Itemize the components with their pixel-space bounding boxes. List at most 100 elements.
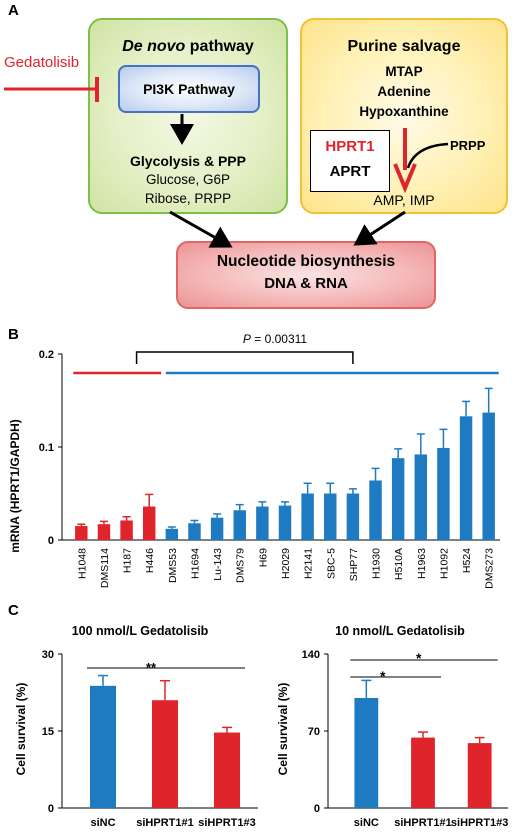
amp-imp-label: AMP, IMP — [373, 192, 435, 208]
panel-b-bar — [459, 416, 473, 540]
denovo-pathway-box — [88, 18, 288, 214]
salvage-item-mtap: MTAP — [385, 64, 423, 79]
panel-b-bar — [324, 493, 337, 540]
panel-c-label: C — [8, 602, 19, 619]
panel-b-ytick-label: 0.1 — [39, 442, 54, 454]
panel-b-category-label: H1048 — [76, 548, 88, 579]
panel-b-category-label: H187 — [122, 548, 134, 573]
panel-c-ytick-label: 140 — [302, 649, 320, 661]
panel-b-bar — [482, 412, 495, 540]
panel-b-category-label: H69 — [257, 548, 269, 567]
panel-b-category-label: DMS53 — [167, 548, 179, 583]
pvalue-p: P — [242, 332, 251, 346]
panel-b-bar — [97, 524, 111, 540]
gedatolisib-label: Gedatolisib — [4, 54, 80, 71]
denovo-title: De novo pathway — [88, 38, 288, 56]
panel-c-bar — [354, 698, 379, 808]
panel-b-bar — [278, 505, 292, 540]
panel-b-category-label: H1963 — [416, 548, 428, 579]
pi3k-label: PI3K Pathway — [143, 81, 235, 97]
hprt1-label: HPRT1 — [325, 138, 375, 155]
panel-b-category-label: SHP77 — [348, 548, 360, 581]
salvage-item-hypoxanthine: Hypoxanthine — [359, 104, 449, 119]
panel-b-bar — [75, 526, 88, 540]
panel-b-ytick-label: 0 — [48, 535, 54, 547]
panel-c-category-label: siHPRT1#3 — [198, 817, 255, 829]
salvage-item-adenine: Adenine — [377, 84, 431, 99]
panel-b-category-label: Lu-143 — [212, 548, 224, 581]
salvage-title: Purine salvage — [347, 38, 461, 55]
denovo-title-rest: pathway — [185, 38, 254, 55]
panel-b-bar — [120, 520, 133, 540]
panel-c-bar — [151, 700, 179, 808]
panel-c-ytick-label: 30 — [42, 649, 54, 661]
panel-b-bar — [346, 493, 360, 540]
panel-b-label: B — [8, 326, 19, 343]
panel-c-bar — [213, 732, 241, 808]
denovo-title-italic: De novo — [122, 38, 186, 55]
dna-rna-label: DNA & RNA — [264, 275, 348, 292]
panel-b-bar — [437, 447, 450, 540]
panel-c-bar — [411, 737, 435, 808]
panel-b-category-label: H2141 — [303, 548, 315, 579]
panel-c-ytick-label: 70 — [308, 726, 320, 738]
panel-c-left-title: 100 nmol/L Gedatolisib — [71, 624, 209, 638]
metabolites-line1: Glucose, G6P — [145, 172, 231, 187]
panel-b-category-label: DMS79 — [235, 548, 247, 583]
panel-b-category-label: SBC-5 — [325, 548, 337, 579]
panel-b-bar — [210, 517, 224, 540]
panel-b-category-label: H1930 — [371, 548, 383, 579]
sig-right-2: * — [416, 650, 422, 666]
pvalue-value: = 0.00311 — [250, 332, 308, 346]
panel-c-ytick-label: 15 — [42, 726, 54, 738]
panel-b-category-label: DMS114 — [99, 548, 111, 588]
metabolites-line2: Ribose, PRPP — [144, 191, 232, 206]
panel-b-bar — [233, 510, 246, 540]
panel-b-bar — [165, 528, 179, 540]
panel-b-category-label: H510A — [393, 548, 405, 580]
panel-b-category-label: H1694 — [189, 548, 201, 579]
panel-b-pvalue-bracket — [135, 351, 354, 364]
panel-b-bar — [369, 480, 382, 540]
panel-b-category-label: DMS273 — [484, 548, 496, 589]
pvalue-label: P = 0.00311 — [205, 332, 345, 346]
panel-b-category-label: H1092 — [438, 548, 450, 579]
panel-c-category-label: siHPRT1#1 — [136, 817, 193, 829]
panel-c-ytick-label: 0 — [314, 803, 320, 815]
panel-b-bar — [301, 493, 314, 540]
panel-c-category-label: siNC — [90, 817, 115, 829]
panel-c-category-label: siNC — [354, 817, 379, 829]
panel-c-bar — [467, 743, 492, 808]
glycolysis-label: Glycolysis & PPP — [130, 153, 246, 169]
panel-c-category-label: siHPRT1#1 — [394, 817, 451, 829]
panel-c-bar — [89, 685, 117, 808]
hprt-aprt-box — [310, 130, 390, 192]
panel-b-bar — [256, 506, 269, 540]
panel-b-bar — [414, 454, 428, 540]
panel-b-category-label: H2029 — [280, 548, 292, 579]
panel-b-bar — [142, 506, 156, 540]
prpp-label: PRPP — [450, 138, 486, 153]
panel-b-category-label: H446 — [144, 548, 156, 573]
panel-b-category-label: H524 — [461, 548, 473, 573]
nucleotide-biosynthesis-box — [176, 241, 436, 309]
pi3k-pathway-box: PI3K Pathway — [118, 65, 260, 113]
panel-c-right-title: 10 nmol/L Gedatolisib — [335, 624, 465, 638]
panel-c-category-label: siHPRT1#3 — [451, 817, 508, 829]
panel-b-ytick-label: 0.2 — [39, 349, 54, 361]
panel-a-label: A — [8, 2, 19, 19]
hprt-red-arrowhead — [393, 163, 417, 194]
sig-right-1: * — [380, 668, 386, 684]
panel-b-bar — [391, 458, 405, 540]
salvage-to-nucleotide-arrow — [353, 210, 406, 246]
panel-b-bar — [188, 523, 201, 540]
prpp-curve-arrow — [406, 142, 449, 169]
denovo-to-nucleotide-arrow — [169, 210, 233, 248]
nucleotide-label: Nucleotide biosynthesis — [216, 253, 396, 270]
aprt-label: APRT — [329, 163, 371, 180]
panel-c-ytick-label: 0 — [48, 803, 54, 815]
